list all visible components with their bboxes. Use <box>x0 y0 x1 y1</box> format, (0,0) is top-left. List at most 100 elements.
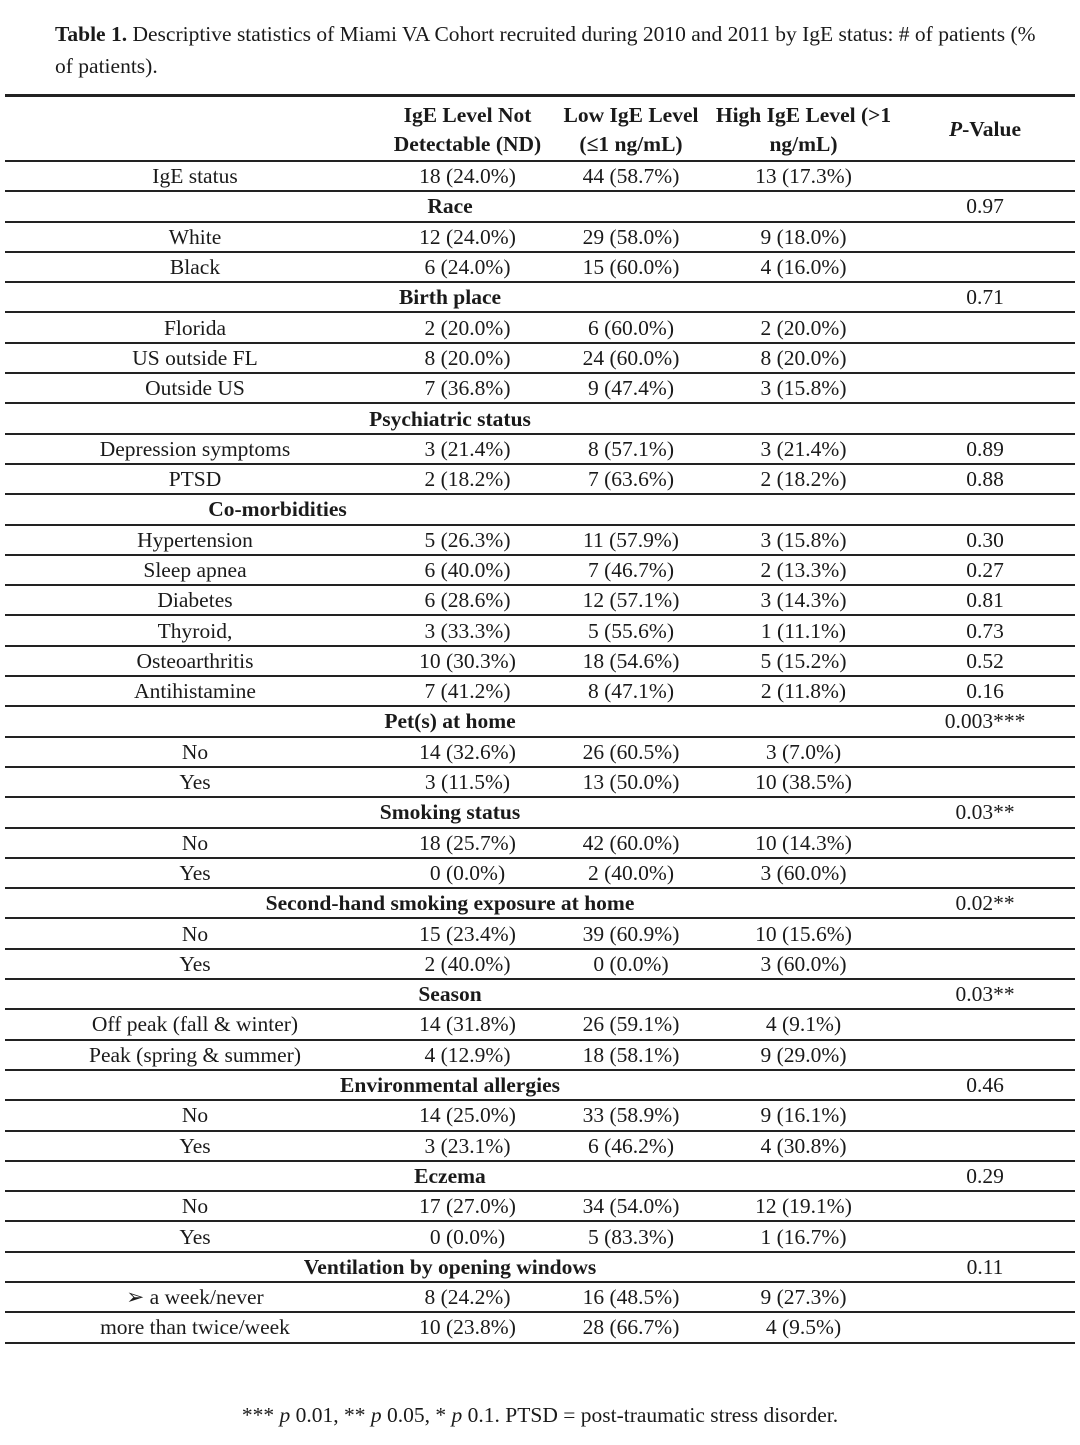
cell-nd: 14 (25.0%) <box>419 1103 516 1128</box>
cell-high: 4 (9.5%) <box>765 1315 842 1340</box>
cell-pvalue: 0.88 <box>966 467 1004 492</box>
row-label: Yes <box>179 770 211 795</box>
table-row: Depression symptoms 3 (21.4%) 8 (57.1%) 3 (… <box>5 434 1075 464</box>
cell-nd: 15 (23.4%) <box>419 921 516 946</box>
cell-pvalue <box>895 1191 1075 1221</box>
cell-pvalue <box>895 737 1075 767</box>
cell-pvalue: 0.46 <box>966 1073 1004 1098</box>
cell-low: 8 (57.1%) <box>588 436 674 461</box>
cell-pvalue: 0.73 <box>966 618 1004 643</box>
cell-high: 12 (19.1%) <box>755 1194 852 1219</box>
cell-high: 3 (21.4%) <box>760 436 847 461</box>
section-row: Psychiatric status <box>5 403 1075 434</box>
cell-high: 9 (27.3%) <box>760 1285 847 1310</box>
row-label: No <box>181 739 209 764</box>
cell-high: 3 (60.0%) <box>760 951 847 976</box>
header-pvalue: P-Value <box>948 117 1022 142</box>
row-label: White <box>168 224 222 249</box>
row-label: Yes <box>179 951 211 976</box>
cell-pvalue: 0.30 <box>966 527 1004 552</box>
row-label: Florida <box>163 315 227 340</box>
cell-pvalue <box>895 1040 1075 1070</box>
table-row: Off peak (fall & winter) 14 (31.8%) 26 (59… <box>5 1009 1075 1040</box>
cell-nd: 6 (40.0%) <box>424 558 511 582</box>
section-row: Birth place 0.71 <box>5 282 1075 313</box>
cell-pvalue: 0.003*** <box>944 709 1026 734</box>
cell-nd: 17 (27.0%) <box>419 1194 516 1219</box>
table-row: Sleep apnea 6 (40.0%) 7 (46.7%) 2 (13.3%) 0.… <box>5 555 1075 586</box>
table-row: more than twice/week 10 (23.8%) 28 (66.7%)… <box>5 1312 1075 1343</box>
row-label: PTSD <box>168 467 222 492</box>
cell-pvalue: 0.89 <box>966 436 1004 461</box>
cell-low: 9 (47.4%) <box>588 376 674 401</box>
cell-high: 3 (15.8%) <box>760 527 847 552</box>
cell-high: 10 (14.3%) <box>755 830 852 855</box>
cell-pvalue <box>895 767 1075 797</box>
row-label: Depression symptoms <box>99 436 291 461</box>
cell-pvalue: 0.03** <box>955 982 1015 1007</box>
cell-low: 18 (58.1%) <box>582 1042 680 1067</box>
cell-low: 0 (0.0%) <box>593 951 669 976</box>
cell-pvalue <box>895 1131 1075 1161</box>
cell-nd: 12 (24.0%) <box>419 224 516 249</box>
cell-low: 44 (58.7%) <box>582 164 680 189</box>
header-nd: IgE Level Not Detectable (ND) <box>393 103 542 156</box>
cell-nd: 6 (28.6%) <box>424 588 511 613</box>
row-label: US outside FL <box>132 345 258 370</box>
cell-high: 3 (7.0%) <box>765 739 842 764</box>
cell-high: 9 (16.1%) <box>760 1103 847 1128</box>
section-heading: Birth place <box>398 285 502 310</box>
row-label: ➢ a week/never <box>126 1285 264 1310</box>
section-heading: Eczema <box>414 1163 486 1188</box>
cell-low: 5 (55.6%) <box>588 618 674 643</box>
caption-text: Descriptive statistics of Miami VA Cohor… <box>55 22 1036 78</box>
cell-pvalue <box>895 1312 1075 1342</box>
cell-nd: 10 (23.8%) <box>419 1315 516 1340</box>
table-row: No 14 (25.0%) 33 (58.9%) 9 (16.1%) <box>5 1100 1075 1131</box>
table-row: Outside US 7 (36.8%) 9 (47.4%) 3 (15.8%) <box>5 373 1075 404</box>
table-row: No 18 (25.7%) 42 (60.0%) 10 (14.3%) <box>5 828 1075 858</box>
row-label: Sleep apnea <box>143 558 247 582</box>
table-row: Osteoarthritis 10 (30.3%) 18 (54.6%) 5 (15.… <box>5 646 1075 677</box>
cell-nd: 2 (20.0%) <box>424 315 511 340</box>
table-row: Diabetes 6 (28.6%) 12 (57.1%) 3 (14.3%) 0.81 <box>5 585 1075 616</box>
row-label: Yes <box>179 1224 211 1249</box>
table-row: Thyroid, 3 (33.3%) 5 (55.6%) 1 (11.1%) 0.73 <box>5 615 1075 646</box>
cell-low: 18 (54.6%) <box>582 648 680 673</box>
cell-nd: 5 (26.3%) <box>424 527 511 552</box>
cell-high: 4 (30.8%) <box>760 1133 847 1158</box>
row-label: Off peak (fall & winter) <box>91 1012 299 1037</box>
cell-low: 2 (40.0%) <box>588 860 674 885</box>
cell-nd: 10 (30.3%) <box>419 648 516 673</box>
cell-nd: 4 (12.9%) <box>424 1042 511 1067</box>
cell-nd: 3 (11.5%) <box>424 770 511 795</box>
row-label: Yes <box>179 1133 211 1158</box>
cell-low: 28 (66.7%) <box>582 1315 680 1340</box>
row-label: Hypertension <box>137 527 253 552</box>
section-heading: Race <box>427 194 473 219</box>
row-label: Black <box>169 255 221 280</box>
cell-nd: 8 (20.0%) <box>424 345 511 370</box>
section-row: Pet(s) at home 0.003*** <box>5 706 1075 737</box>
section-heading: Season <box>418 982 482 1007</box>
cell-low: 6 (46.2%) <box>588 1133 674 1158</box>
table-row: Antihistamine 7 (41.2%) 8 (47.1%) 2 (11.8%)… <box>5 676 1075 707</box>
cell-pvalue: 0.71 <box>966 285 1004 310</box>
cell-low: 34 (54.0%) <box>582 1194 680 1219</box>
table-footnote: *** p 0.01, ** p 0.05, * p 0.1. PTSD = p… <box>241 1403 839 1427</box>
cell-low: 12 (57.1%) <box>582 588 680 613</box>
cell-pvalue <box>895 1282 1075 1312</box>
section-heading: Ventilation by opening windows <box>303 1254 597 1279</box>
row-label: Osteoarthritis <box>136 648 254 673</box>
cell-pvalue <box>895 403 1075 433</box>
section-row: Smoking status 0.03** <box>5 797 1075 828</box>
caption-label: Table 1. <box>55 22 128 46</box>
section-row: Ventilation by opening windows 0.11 <box>5 1252 1075 1282</box>
cell-low: 16 (48.5%) <box>582 1285 680 1310</box>
cell-pvalue <box>895 161 1075 191</box>
cell-high: 1 (11.1%) <box>760 618 847 643</box>
cell-nd: 0 (0.0%) <box>429 1224 506 1249</box>
cell-pvalue <box>895 222 1075 252</box>
cell-high: 2 (20.0%) <box>760 315 847 340</box>
cell-pvalue <box>895 918 1075 948</box>
